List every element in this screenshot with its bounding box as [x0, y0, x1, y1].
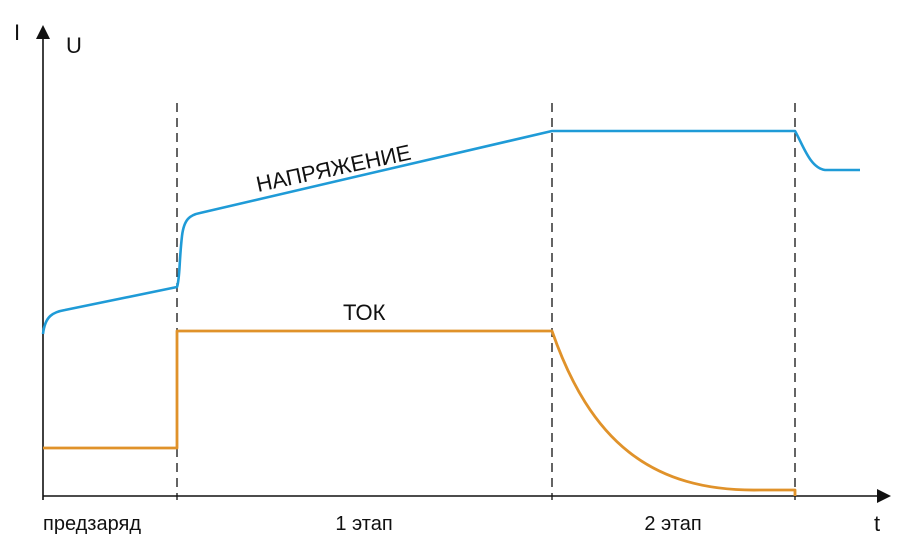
- x-axis-label: t: [874, 511, 880, 536]
- phase-label-stage-1: 1 этап: [335, 513, 392, 535]
- voltage-curve-label: НАПРЯЖЕНИЕ: [254, 140, 413, 197]
- voltage-curve: [41, 129, 860, 335]
- phase-label-precharge: предзаряд: [43, 513, 141, 535]
- y-axis-label-current: I: [14, 20, 20, 45]
- current-curve-label: ТОК: [343, 300, 386, 325]
- phase-label-stage-2: 2 этап: [644, 513, 701, 535]
- current-curve: [43, 329, 797, 496]
- y-axis-label-voltage: U: [66, 33, 82, 58]
